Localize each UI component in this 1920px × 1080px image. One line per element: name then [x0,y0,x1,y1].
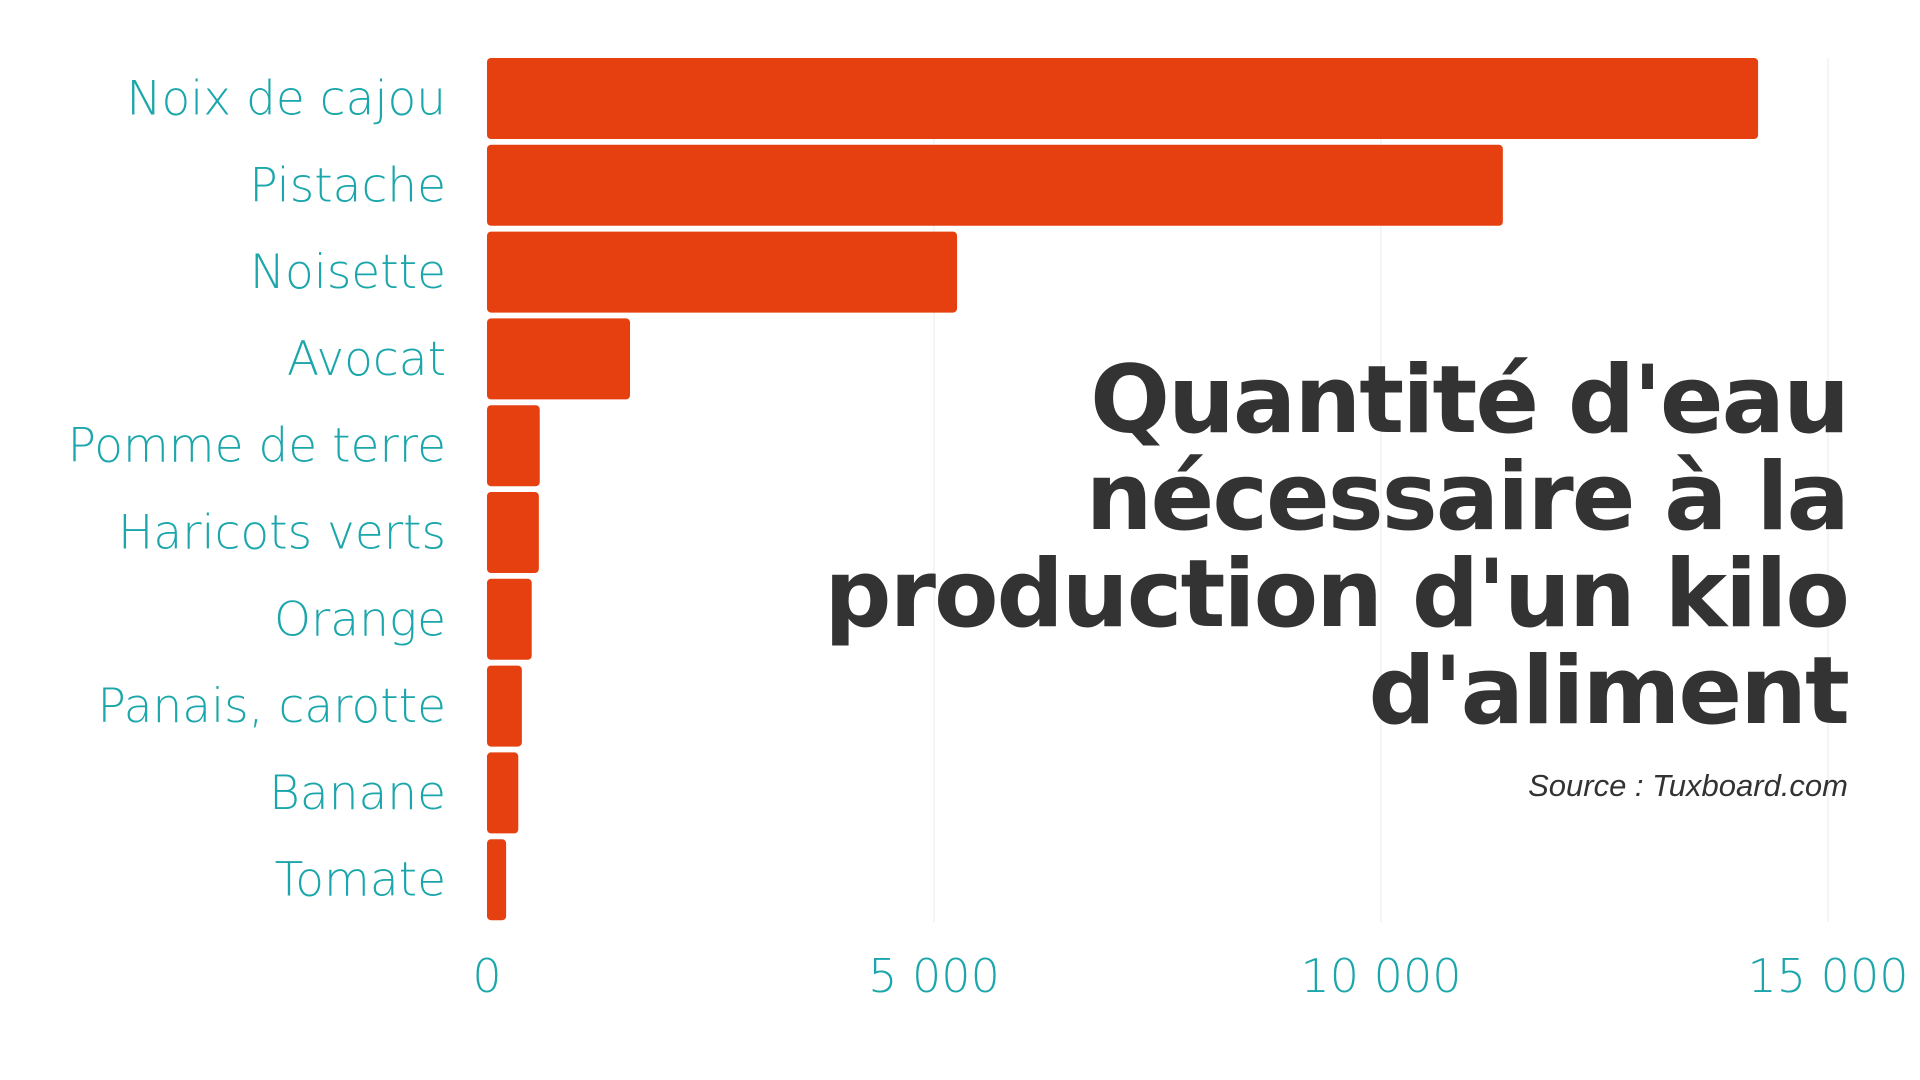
bar-pistache [487,144,1503,226]
category-label: Banane [269,766,446,821]
x-tick-label: 5 000 [868,949,1000,1003]
bar-pomme-de-terre [487,405,540,487]
category-label: Orange [274,592,446,647]
category-label: Tomate [275,853,446,908]
bar-noix-de-cajou [487,58,1759,139]
x-tick-label: 0 [472,949,501,1003]
bar-tomate [487,839,507,921]
category-label: Pistache [249,158,446,213]
bar-noisette [487,231,958,313]
bar-avocat [487,318,631,400]
x-tick-label: 15 000 [1748,949,1909,1003]
category-label: Noix de cajou [126,72,446,127]
bar-haricots-verts [487,492,539,573]
bar-orange [487,578,532,660]
x-tick-label: 10 000 [1301,949,1462,1003]
category-label: Avocat [287,332,446,387]
category-label: Pomme de terre [68,419,446,474]
category-label: Panais, carotte [97,679,446,734]
chart-title: Quantité d'eau nécessaire à la productio… [824,346,1850,746]
bar-banane [487,752,519,834]
bar-panais-carotte [487,665,522,747]
category-label: Haricots verts [118,506,446,561]
chart-source: Source : Tuxboard.com [1528,768,1848,803]
category-label: Noisette [250,245,446,300]
